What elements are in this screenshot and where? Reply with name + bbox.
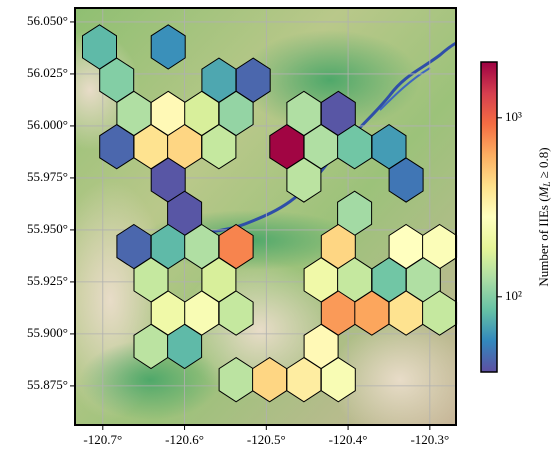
y-tick-label: 55.875° [27,377,68,392]
chart: Number of IIEs (ML ≥ 0.8) -120.7° -120.6°… [0,0,557,462]
y-tick-label: 56.050° [27,13,68,28]
x-tick-label: -120.4° [329,432,368,447]
colorbar-tick-label: 10² [505,288,522,303]
colorbar-tick-label: 10³ [505,109,522,124]
y-tick-label: 55.950° [27,221,68,236]
colorbar [481,62,497,372]
colorbar-label: Number of IIEs (ML ≥ 0.8) [536,147,552,286]
y-tick-label: 56.025° [27,65,68,80]
y-tick-label: 56.000° [27,117,68,132]
y-tick-label: 55.975° [27,169,68,184]
x-tick-label: -120.5° [247,432,286,447]
x-tick-label: -120.3° [410,432,449,447]
y-tick-label: 55.925° [27,273,68,288]
x-tick-label: -120.6° [165,432,204,447]
x-tick-label: -120.7° [83,432,122,447]
y-tick-label: 55.900° [27,325,68,340]
